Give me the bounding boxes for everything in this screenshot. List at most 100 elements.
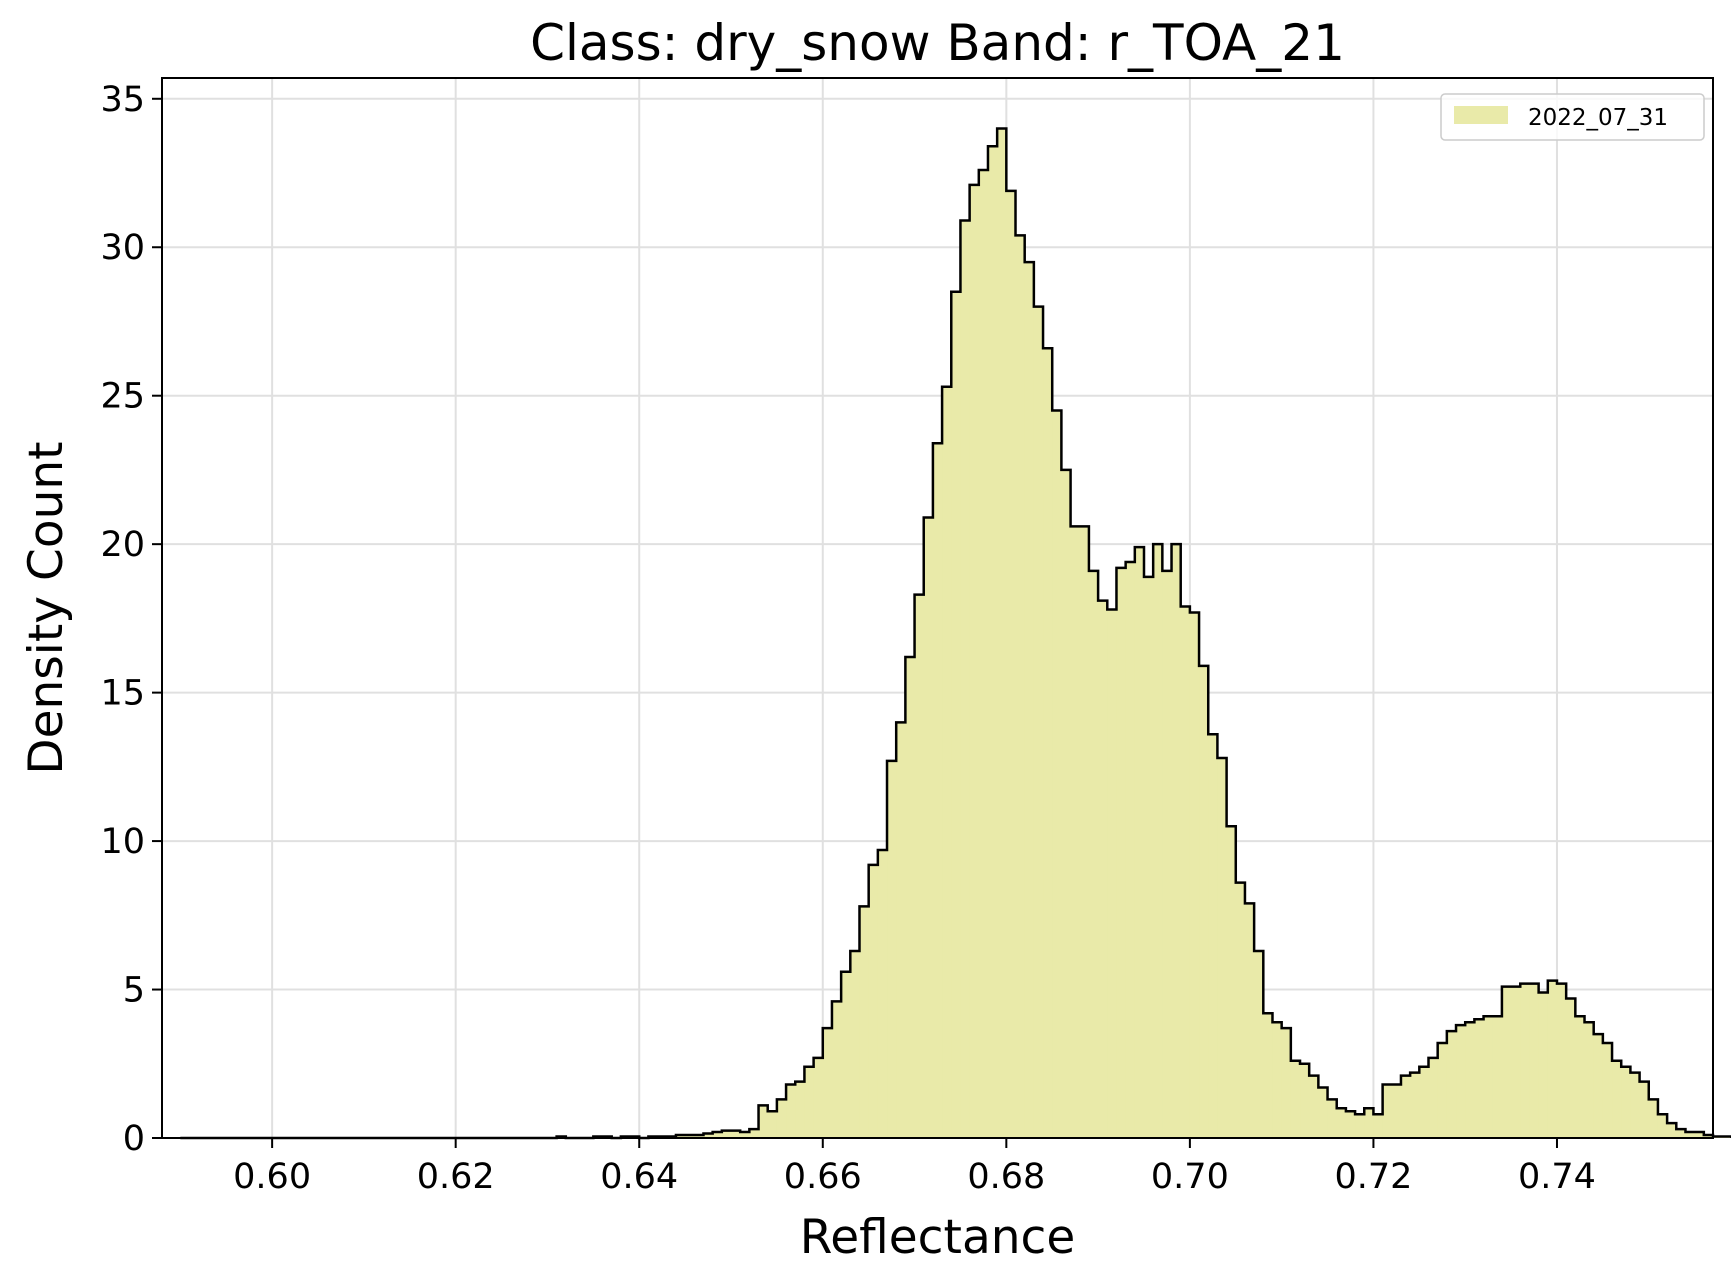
histogram-bar bbox=[868, 864, 879, 1138]
histogram-bar bbox=[1511, 986, 1521, 1138]
histogram-bar bbox=[1052, 410, 1062, 1138]
histogram-bar bbox=[1437, 1042, 1448, 1138]
y-tick-label: 0 bbox=[123, 1119, 145, 1159]
histogram-bar bbox=[1098, 600, 1108, 1138]
histogram-bar bbox=[1483, 1016, 1494, 1138]
plot-frame bbox=[161, 77, 1714, 1139]
histogram-bar bbox=[1336, 1108, 1347, 1138]
y-axis-ticks: 0 5 10 15 20 25 30 35 bbox=[100, 80, 162, 1159]
histogram-bar bbox=[1070, 526, 1081, 1138]
histogram-bar bbox=[1391, 1084, 1402, 1138]
y-tick-label: 25 bbox=[100, 377, 145, 417]
histogram-bar bbox=[1015, 235, 1026, 1138]
histogram-bar bbox=[1327, 1099, 1338, 1138]
histogram-bar bbox=[850, 950, 861, 1138]
histogram-bar bbox=[1456, 1025, 1466, 1138]
histogram-bar bbox=[675, 1135, 686, 1138]
histogram-bar bbox=[1602, 1042, 1613, 1138]
histogram-bar bbox=[1116, 567, 1127, 1138]
y-tick-label: 15 bbox=[100, 674, 145, 714]
histogram-bar bbox=[749, 1129, 760, 1138]
histogram-bar bbox=[887, 760, 897, 1138]
histogram-bar bbox=[1694, 1132, 1705, 1138]
histogram-bar bbox=[822, 1028, 833, 1138]
histogram-bar bbox=[1529, 983, 1540, 1138]
histogram-bar bbox=[1575, 1016, 1586, 1138]
histogram-bar bbox=[1180, 606, 1191, 1138]
histogram-bar bbox=[1566, 998, 1576, 1138]
histogram-bar bbox=[831, 1001, 842, 1138]
histogram-bar bbox=[712, 1132, 723, 1138]
histogram-bar bbox=[1226, 826, 1237, 1138]
histogram-bar bbox=[1263, 1013, 1274, 1138]
histogram-bar bbox=[914, 594, 925, 1138]
x-tick-label: 0.72 bbox=[1334, 1157, 1412, 1197]
histogram-bar bbox=[1612, 1060, 1622, 1138]
histogram-bar bbox=[804, 1066, 815, 1138]
histogram-bar bbox=[1107, 609, 1118, 1138]
histogram-bar bbox=[721, 1130, 732, 1138]
histogram-bar bbox=[1079, 526, 1090, 1138]
histogram-bar bbox=[1556, 983, 1567, 1138]
histogram-bar bbox=[1345, 1111, 1356, 1138]
histogram-bar bbox=[905, 656, 916, 1138]
histogram-bar bbox=[1501, 986, 1512, 1138]
histogram-bar bbox=[685, 1135, 695, 1138]
histogram-bar bbox=[1281, 1028, 1292, 1138]
y-tick-label: 20 bbox=[100, 525, 145, 565]
histogram-bar bbox=[786, 1084, 796, 1138]
histogram-bar bbox=[978, 170, 989, 1139]
histogram-bar bbox=[1492, 1016, 1503, 1138]
histogram-bar bbox=[1153, 544, 1163, 1138]
histogram-bar bbox=[731, 1130, 741, 1138]
histogram-bar bbox=[1382, 1084, 1393, 1138]
histogram-bar bbox=[1254, 950, 1264, 1138]
histogram-bar bbox=[1667, 1123, 1677, 1138]
x-tick-label: 0.66 bbox=[784, 1157, 862, 1197]
histogram-bar bbox=[951, 291, 962, 1139]
x-axis-ticks: 0.60 0.62 0.64 0.66 0.68 0.70 0.72 0.74 bbox=[233, 1138, 1596, 1197]
histogram-bar bbox=[1520, 983, 1531, 1138]
histogram-bar bbox=[795, 1081, 806, 1138]
histogram-bar bbox=[1318, 1087, 1329, 1138]
histogram-bar bbox=[1061, 469, 1072, 1139]
x-tick-label: 0.62 bbox=[417, 1157, 495, 1197]
histogram-bar bbox=[1134, 547, 1145, 1138]
histogram-bar bbox=[1235, 882, 1246, 1138]
histogram-bar bbox=[969, 184, 980, 1139]
histogram-bar bbox=[1033, 306, 1044, 1138]
histogram-bar bbox=[1428, 1057, 1439, 1138]
histogram-bar bbox=[1657, 1114, 1668, 1138]
histogram-bar bbox=[942, 386, 952, 1138]
histogram-bar bbox=[1290, 1060, 1301, 1138]
y-tick-label: 10 bbox=[100, 822, 145, 862]
histogram-bar bbox=[960, 220, 971, 1139]
histogram-bar bbox=[1189, 612, 1200, 1138]
histogram-bar bbox=[1446, 1031, 1457, 1138]
x-tick-label: 0.74 bbox=[1518, 1157, 1596, 1197]
histogram-bar bbox=[1199, 665, 1209, 1138]
legend-box bbox=[1440, 93, 1705, 141]
histogram-bar bbox=[1630, 1072, 1641, 1138]
histogram-bar bbox=[1639, 1081, 1650, 1138]
histogram-bar bbox=[1208, 734, 1219, 1138]
x-tick-label: 0.60 bbox=[233, 1157, 311, 1197]
x-tick-label: 0.64 bbox=[600, 1157, 678, 1197]
histogram-bar bbox=[1125, 561, 1136, 1138]
histogram-bar bbox=[1584, 1022, 1595, 1138]
histogram-bar bbox=[1419, 1066, 1430, 1138]
legend: 2022_07_31 bbox=[1440, 93, 1705, 141]
histogram-bar bbox=[767, 1111, 778, 1138]
histogram-bar bbox=[1364, 1108, 1375, 1138]
histogram-bar bbox=[758, 1105, 769, 1138]
histogram-bar bbox=[1143, 576, 1154, 1138]
legend-label: 2022_07_31 bbox=[1528, 105, 1668, 131]
histogram-bar bbox=[1373, 1114, 1384, 1138]
histogram-bar bbox=[1676, 1129, 1687, 1138]
histogram-bar bbox=[813, 1057, 824, 1138]
histogram-bar bbox=[1272, 1022, 1283, 1138]
histogram-bar bbox=[1300, 1063, 1310, 1138]
histogram-bar bbox=[1400, 1075, 1411, 1138]
histogram-bar bbox=[932, 443, 943, 1138]
histogram-bar bbox=[1547, 980, 1558, 1138]
